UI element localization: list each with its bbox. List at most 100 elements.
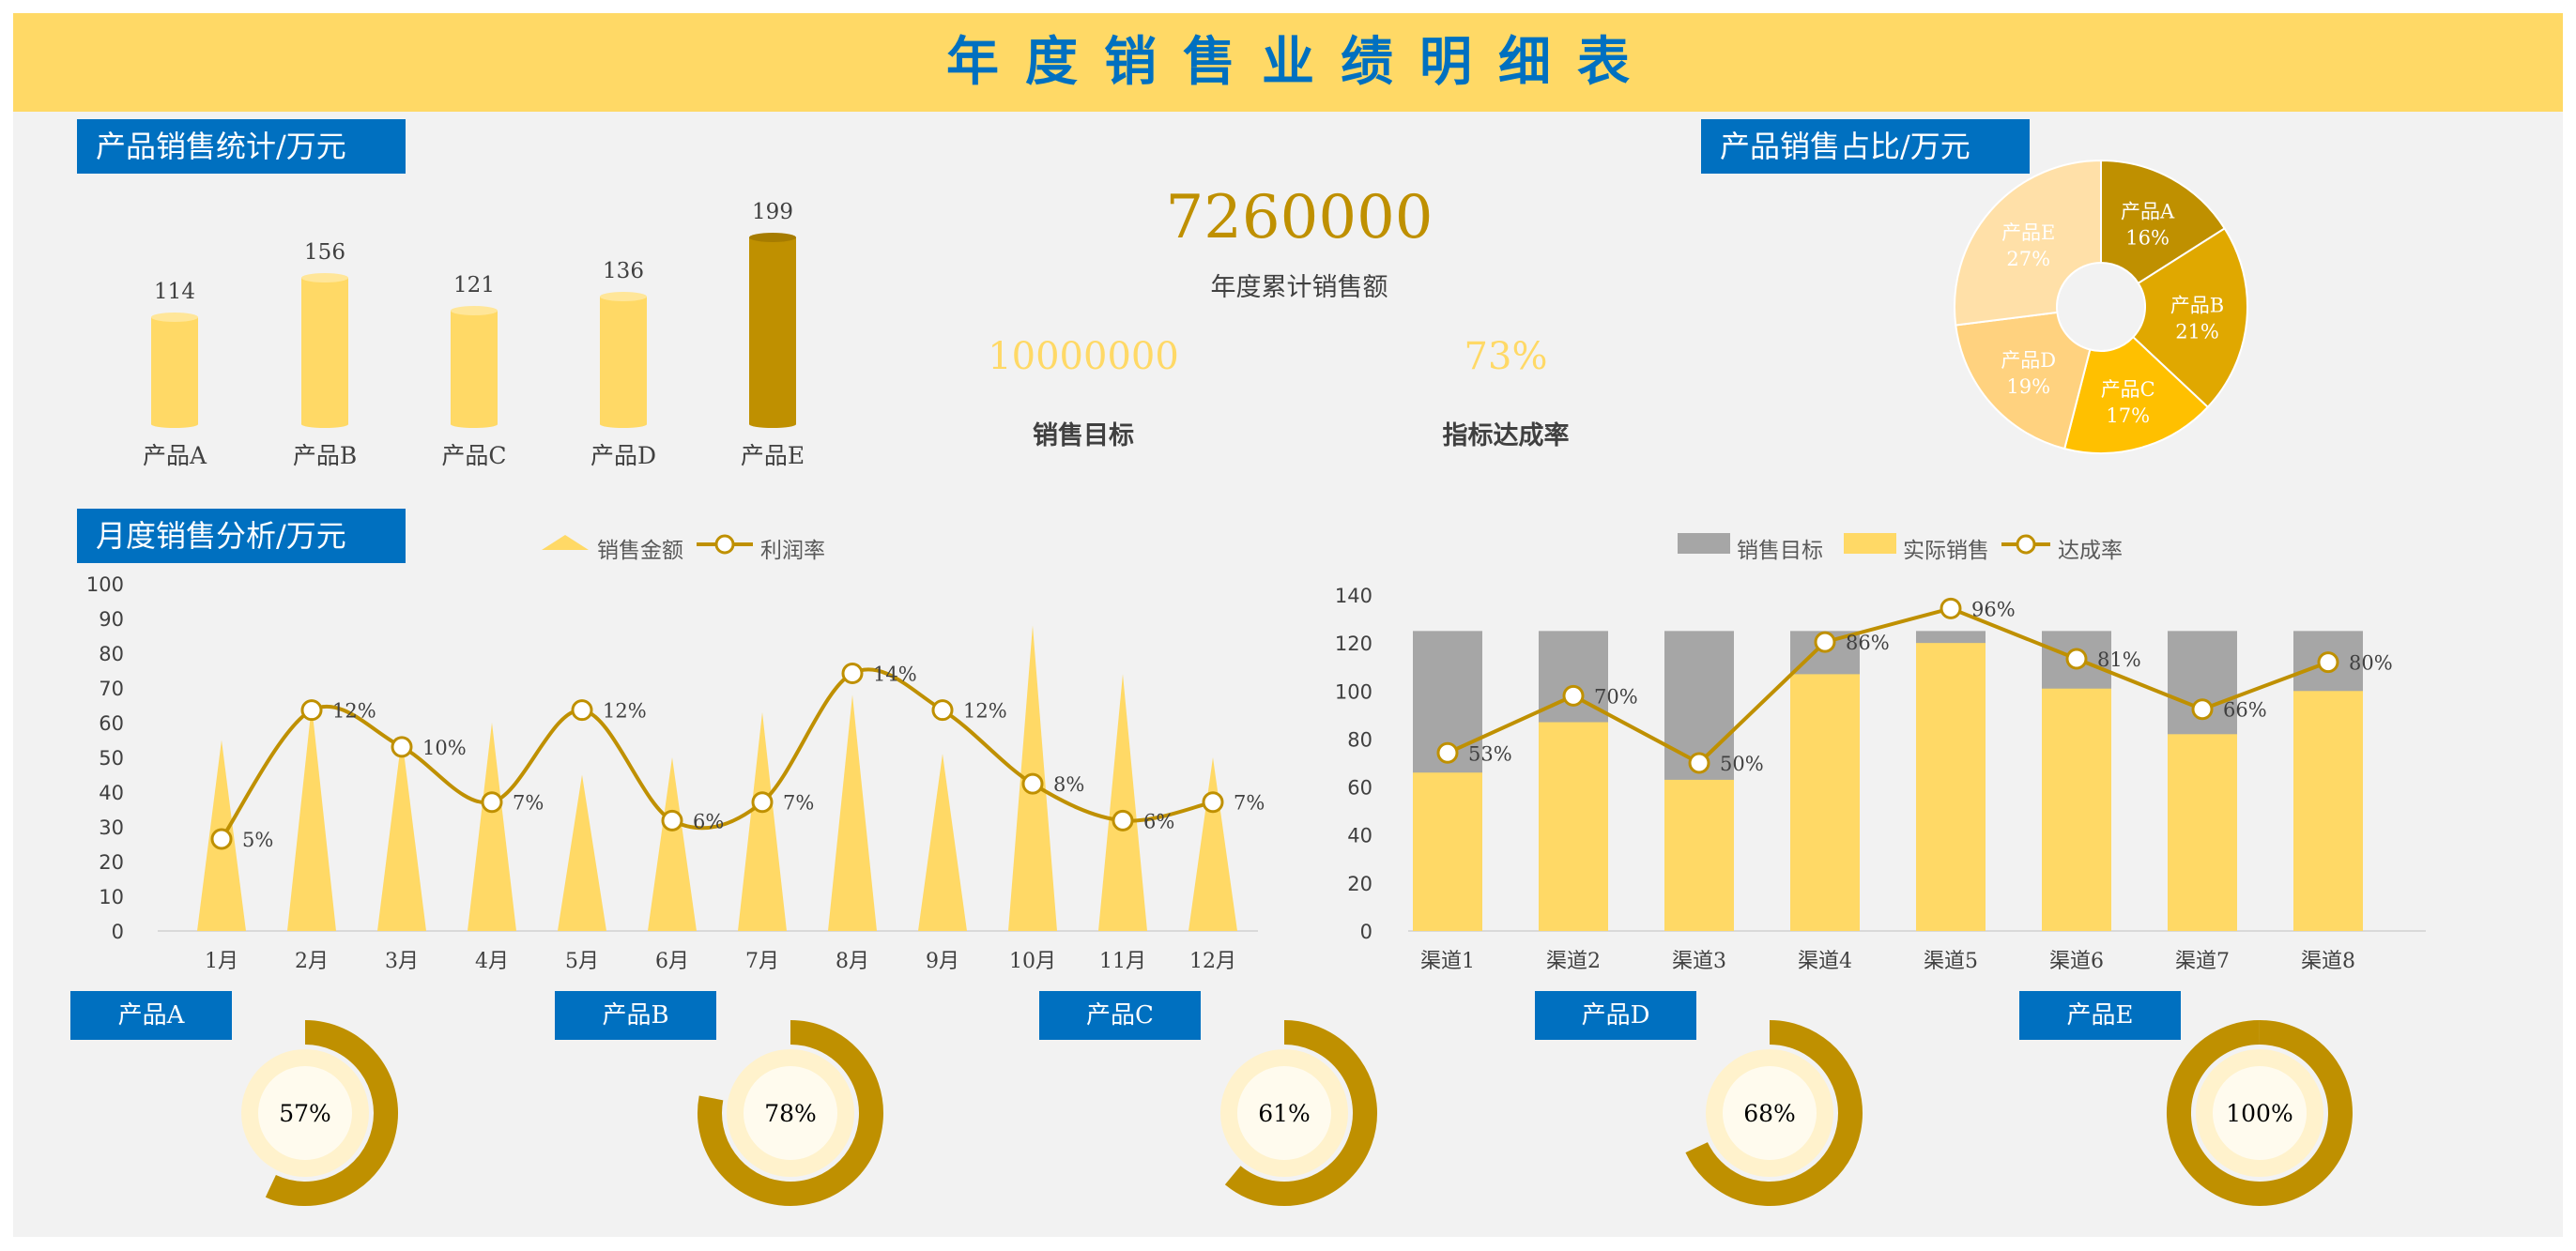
y-tick-label: 20 bbox=[99, 851, 124, 874]
legend-target-swatch bbox=[1678, 533, 1730, 554]
profit-label: 12% bbox=[332, 700, 376, 723]
ring-arc bbox=[698, 1020, 883, 1206]
profit-label: 12% bbox=[963, 700, 1007, 723]
product-bar-category: 产品E bbox=[741, 442, 805, 469]
ring-arc bbox=[265, 1020, 398, 1206]
kpi-annual-total: 7260000 bbox=[1165, 183, 1434, 252]
kpi-rate: 73% bbox=[1464, 335, 1548, 378]
ring-arc bbox=[1224, 1020, 1377, 1206]
rate-label: 50% bbox=[1720, 753, 1764, 775]
profit-point bbox=[661, 809, 683, 831]
y-tick-label: 140 bbox=[1335, 585, 1372, 607]
y-tick-label: 100 bbox=[1335, 680, 1372, 703]
charts-canvas: 114 产品A 156 产品B 121 产品C 136 产品D 199 产品E 产品A 16% 产品B 2… bbox=[86, 159, 2426, 1206]
x-tick-label: 1月 bbox=[205, 950, 238, 973]
ring-value: 57% bbox=[279, 1100, 331, 1127]
sales-triangle bbox=[1098, 674, 1147, 931]
rate-label: 66% bbox=[2223, 699, 2267, 722]
product-bar-cap bbox=[749, 233, 796, 242]
actual-bar bbox=[1413, 772, 1482, 931]
profit-point bbox=[751, 791, 774, 814]
profit-label: 5% bbox=[242, 829, 273, 851]
actual-bar bbox=[1790, 674, 1860, 931]
section-tag-product-share: 产品销售占比/万元 bbox=[1701, 119, 2030, 174]
actual-bar bbox=[2168, 734, 2237, 931]
legend-actual-swatch bbox=[1844, 533, 1896, 554]
legend-sales-label: 销售金额 bbox=[597, 539, 683, 563]
ring-tag-b: 产品B bbox=[555, 991, 716, 1040]
x-tick-label: 5月 bbox=[565, 950, 599, 973]
sales-triangle bbox=[918, 754, 967, 931]
pie-slice bbox=[2131, 227, 2248, 409]
pie-slice-label: 产品C bbox=[2101, 378, 2155, 401]
sales-triangle bbox=[287, 705, 336, 931]
y-tick-label: 60 bbox=[1347, 777, 1372, 800]
sales-triangle bbox=[377, 736, 426, 931]
pie-slice bbox=[2100, 159, 2227, 285]
profit-label: 7% bbox=[1234, 792, 1265, 815]
rate-point bbox=[1940, 597, 1962, 619]
product-bar-cap bbox=[301, 273, 348, 282]
channel-chart: 0 20 40 60 80 100 120 140 渠道1 渠道2 渠道3 渠道4 渠道5 渠道6 渠道7 渠… bbox=[1335, 533, 2426, 973]
kpi-rate-label: 指标达成率 bbox=[1442, 421, 1570, 450]
y-tick-label: 30 bbox=[99, 816, 124, 839]
x-tick-label: 渠道6 bbox=[2049, 950, 2104, 973]
x-tick-label: 9月 bbox=[926, 950, 959, 973]
rate-label: 53% bbox=[1468, 742, 1512, 765]
profit-point bbox=[1112, 809, 1134, 831]
monthly-chart: 0 10 20 30 40 50 60 70 80 90 100 5% 12% 10% 7% 12% 6% 7% 1… bbox=[86, 534, 1265, 973]
y-tick-label: 20 bbox=[1347, 873, 1372, 895]
profit-point bbox=[300, 699, 323, 722]
product-bar-category: 产品A bbox=[143, 442, 207, 469]
rate-line bbox=[1447, 606, 2329, 766]
pie-slice-pct: 17% bbox=[2106, 404, 2150, 427]
ring-tag-d: 产品D bbox=[1535, 991, 1696, 1040]
product-bar-category: 产品B bbox=[293, 442, 357, 469]
actual-bar bbox=[1664, 779, 1734, 931]
ring-center bbox=[258, 1066, 352, 1160]
rate-point bbox=[2191, 698, 2214, 721]
rate-label: 80% bbox=[2349, 652, 2393, 675]
kpi-target: 10000000 bbox=[988, 335, 1179, 378]
sales-triangle bbox=[468, 723, 516, 931]
pie-slice-pct: 19% bbox=[2006, 375, 2050, 398]
product-bar bbox=[600, 297, 647, 424]
legend-sales-swatch bbox=[542, 535, 589, 550]
y-tick-label: 90 bbox=[99, 608, 124, 631]
profit-label: 7% bbox=[783, 792, 814, 815]
ring-arc bbox=[2167, 1020, 2353, 1206]
product-bar-value: 199 bbox=[752, 200, 793, 224]
product-bar bbox=[301, 278, 348, 424]
ring-tag-a: 产品A bbox=[70, 991, 232, 1040]
pie-slice-label: 产品B bbox=[2170, 295, 2224, 317]
legend-actual-label: 实际销售 bbox=[1903, 539, 1989, 563]
product-bar-category: 产品D bbox=[590, 442, 656, 469]
x-tick-label: 11月 bbox=[1099, 950, 1146, 973]
profit-point bbox=[841, 662, 864, 684]
legend-rate-label: 达成率 bbox=[2058, 539, 2123, 563]
product-bar-value: 156 bbox=[304, 240, 345, 265]
y-tick-label: 80 bbox=[1347, 728, 1372, 751]
x-tick-label: 渠道1 bbox=[1420, 950, 1475, 973]
title-bar: 年度销售业绩明细表 bbox=[13, 13, 2563, 112]
section-tag-product-stats: 产品销售统计/万元 bbox=[77, 119, 406, 174]
legend-target-label: 销售目标 bbox=[1737, 539, 1823, 563]
y-tick-label: 0 bbox=[112, 921, 124, 943]
profit-label: 6% bbox=[1143, 810, 1174, 832]
product-bar-category: 产品C bbox=[441, 442, 506, 469]
ring-center bbox=[744, 1066, 837, 1160]
actual-bar bbox=[1916, 643, 1986, 931]
sales-triangle bbox=[558, 774, 606, 931]
y-tick-label: 40 bbox=[99, 782, 124, 804]
sales-triangle bbox=[1188, 757, 1237, 931]
x-tick-label: 渠道8 bbox=[2301, 950, 2355, 973]
y-tick-label: 40 bbox=[1347, 825, 1372, 847]
product-pie-chart: 产品A 16% 产品B 21% 产品C 17% 产品D 19% 产品E 27% bbox=[1954, 159, 2248, 455]
rate-label: 96% bbox=[1971, 598, 2016, 620]
legend-profit-label: 利润率 bbox=[760, 539, 825, 563]
rate-label: 81% bbox=[2097, 648, 2141, 671]
rate-point bbox=[2065, 648, 2088, 670]
x-tick-label: 2月 bbox=[295, 950, 329, 973]
product-bar bbox=[451, 311, 498, 424]
product-bar-cap bbox=[451, 306, 498, 315]
